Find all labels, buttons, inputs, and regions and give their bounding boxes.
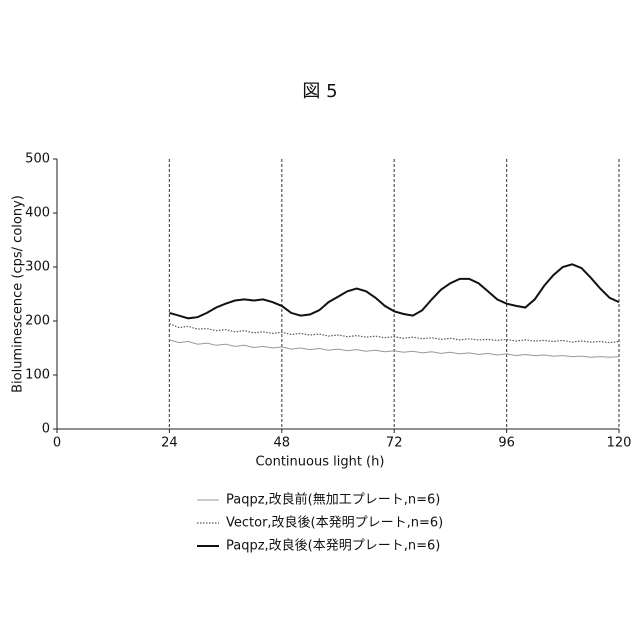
x-axis-label: Continuous light (h) (256, 455, 385, 470)
y-tick-label: 400 (25, 206, 50, 221)
x-tick-label: 48 (274, 436, 291, 451)
x-tick-label: 0 (53, 436, 61, 451)
x-tick-label: 96 (498, 436, 515, 451)
legend-label: Paqpz,改良前(無加工プレート,n=6) (226, 492, 440, 508)
x-tick-label: 72 (386, 436, 403, 451)
x-tick-label: 24 (161, 436, 178, 451)
y-tick-label: 500 (25, 152, 50, 167)
y-tick-label: 100 (25, 368, 50, 383)
chart: 図 5 Continuous light (h) Bioluminescence… (0, 0, 640, 640)
y-tick-label: 200 (25, 314, 50, 329)
y-tick-label: 0 (42, 422, 50, 437)
x-tick-label: 120 (607, 436, 632, 451)
y-tick-label: 300 (25, 260, 50, 275)
legend-label: Paqpz,改良後(本発明プレート,n=6) (226, 538, 440, 554)
legend-label: Vector,改良後(本発明プレート,n=6) (226, 515, 443, 531)
y-axis-label: Bioluminescence (cps/ colony) (11, 195, 26, 393)
chart-title: 図 5 (302, 81, 337, 102)
